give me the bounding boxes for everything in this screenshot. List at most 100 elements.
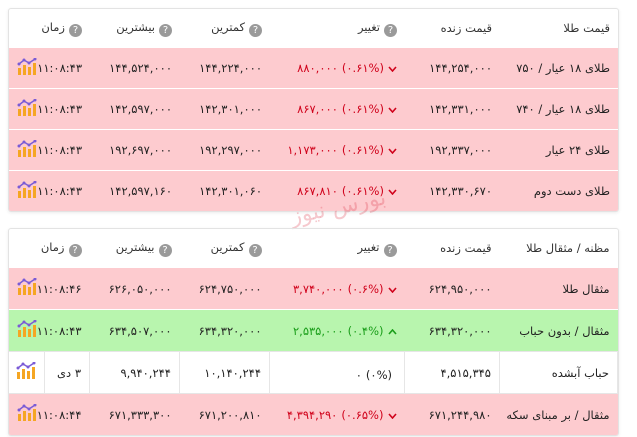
chart-icon[interactable] [9, 393, 45, 435]
header-cell: ?تغییر [270, 229, 405, 268]
cell: ۱۴۲,۵۹۷,۱۶۰ [90, 170, 180, 211]
cell: مثقال / بر مبنای سکه [499, 393, 618, 435]
cell: مثقال / بدون حباب [499, 309, 618, 352]
price-row: حباب آبشده ۴,۵۱۵,۳۴۵ (۰%) ۰ ۱۰,۱۴۰,۲۴۴ ۹,۹۴۰,… [9, 351, 618, 394]
change-value: ۸۶۷,۸۱۰ [297, 184, 338, 198]
change-value: ۰ [355, 367, 362, 382]
table-body: مثقال طلا ۶۲۴,۹۵۰,۰۰۰ (۰.۶%) ۳,۷۴۰,۰۰۰ ۶۲۴,۷… [9, 267, 618, 435]
cell: ۱۱:۰۸:۴۳ [37, 309, 90, 352]
header-cell: مظنه / مثقال طلا [500, 229, 618, 268]
change-cell: (۰.۶۱%) ۸۶۷,۸۱۰ [270, 170, 405, 211]
cell: ۱۱:۰۸:۴۴ [37, 393, 90, 435]
help-icon: ? [69, 23, 82, 37]
cell: ۶۲۴,۷۵۰,۰۰۰ [179, 267, 270, 310]
change-value: ۸۶۷,۰۰۰ [297, 102, 338, 116]
trend-arrow [388, 143, 397, 157]
price-row: مثقال طلا ۶۲۴,۹۵۰,۰۰۰ (۰.۶%) ۳,۷۴۰,۰۰۰ ۶۲۴,۷… [9, 267, 618, 310]
cell: ۶۳۴,۳۲۰,۰۰۰ [404, 309, 500, 352]
help-icon: ? [158, 243, 172, 257]
change-cell: (۰.۶۱%) ۱,۱۷۳,۰۰۰ [270, 129, 405, 171]
price-row: طلای ۲۴ عیار ۱۹۲,۳۳۷,۰۰۰ (۰.۶۱%) ۱,۱۷۳,۰۰۰ ۱… [9, 129, 618, 171]
help-icon: ? [383, 243, 397, 257]
change-percent: (۰.۶۱%) [341, 184, 384, 198]
mesghal-table: مظنه / مثقال طلا قیمت زنده ?تغییر ?کمترین ?ب… [8, 228, 619, 436]
trend-arrow [388, 102, 397, 116]
change: (۰%) ۰ [356, 368, 396, 382]
cell: ۱۱:۰۸:۴۳ [37, 88, 90, 130]
cell: ۱۱:۰۸:۴۶ [37, 267, 90, 310]
cell: طلای ۱۸ عیار / ۷۴۰ [500, 88, 618, 130]
chart-icon[interactable] [9, 47, 45, 89]
table-head: قیمت طلا قیمت زنده ? تغییر ? کمترین ? بیشترین ? ز… [9, 9, 618, 48]
trend-arrow [387, 408, 397, 422]
header-text: کمترین [211, 19, 245, 34]
cell: ۱۱:۰۸:۴۳ [37, 170, 90, 211]
header-text: زمان [40, 239, 65, 254]
help-icon: ? [248, 243, 262, 257]
gold-table: قیمت طلا قیمت زنده ? تغییر ? کمترین ? بیشترین ? ز… [8, 8, 619, 212]
price-row: طلای ۱۸ عیار / ۷۵۰ ۱۴۴,۲۵۴,۰۰۰ (۰.۶۱%) ۸۸۰,… [9, 47, 618, 89]
cell: ۶۲۶,۰۵۰,۰۰۰ [89, 267, 180, 310]
cell: حباب آبشده [499, 351, 618, 394]
header-cell: ? بیشترین [90, 9, 180, 48]
cell: ۱۴۲,۳۳۱,۰۰۰ [405, 88, 500, 130]
cell: ۶۳۴,۵۰۷,۰۰۰ [89, 309, 180, 352]
help-icon: ? [159, 23, 172, 37]
change: (۰.۶۱%) ۱,۱۷۳,۰۰۰ [287, 143, 397, 157]
cell: ۱۴۴,۲۲۴,۰۰۰ [180, 47, 270, 89]
change-value: ۱,۱۷۳,۰۰۰ [287, 143, 338, 157]
cell: ۱۴۲,۳۳۰,۶۷۰ [405, 170, 500, 211]
price-row: طلای ۱۸ عیار / ۷۴۰ ۱۴۲,۳۳۱,۰۰۰ (۰.۶۱%) ۸۶۷,… [9, 88, 618, 130]
table: قیمت طلا قیمت زنده ? تغییر ? کمترین ? بیشترین ? ز… [9, 9, 618, 211]
change-percent: (۰.۶۱%) [341, 143, 384, 157]
change-value: ۸۸۰,۰۰۰ [297, 61, 338, 75]
change: (۰.۶۱%) ۸۶۷,۸۱۰ [297, 184, 397, 198]
cell: ۴,۵۱۵,۳۴۵ [404, 351, 500, 394]
change-percent: (۰.۶۵%) [341, 407, 384, 422]
chart-icon[interactable] [9, 267, 45, 310]
chart-icon[interactable] [9, 170, 45, 211]
change-cell: (۰.۶۱%) ۸۸۰,۰۰۰ [270, 47, 405, 89]
header-text: بیشترین [115, 239, 155, 254]
header-text: قیمت طلا [563, 21, 610, 35]
header-text: بیشترین [116, 19, 155, 34]
header-cell: قیمت زنده [405, 229, 500, 268]
change-cell: (۰%) ۰ [269, 351, 405, 394]
trend-arrow [388, 61, 397, 75]
cell: ۱۴۴,۲۵۴,۰۰۰ [405, 47, 500, 89]
cell: طلای دست دوم [500, 170, 618, 211]
header-cell: قیمت طلا [500, 9, 618, 48]
change: (۰.۴%) ۲,۵۳۵,۰۰۰ [293, 324, 397, 338]
header-text: زمان [41, 19, 65, 34]
chart-icon[interactable] [9, 309, 45, 352]
header-cell: قیمت زنده [405, 9, 500, 48]
price-row: طلای دست دوم ۱۴۲,۳۳۰,۶۷۰ (۰.۶۱%) ۸۶۷,۸۱۰ ۱۴۲… [9, 170, 618, 211]
change-cell: (۰.۶%) ۳,۷۴۰,۰۰۰ [269, 267, 405, 310]
cell: ۱۴۴,۵۲۴,۰۰۰ [90, 47, 180, 89]
change: (۰.۶۱%) ۸۸۰,۰۰۰ [297, 61, 397, 75]
change-cell: (۰.۴%) ۲,۵۳۵,۰۰۰ [269, 309, 405, 352]
change: (۰.۶۵%) ۴,۳۹۴,۲۹۰ [287, 408, 397, 422]
change-cell: (۰.۶۵%) ۴,۳۹۴,۲۹۰ [269, 393, 405, 435]
change-value: ۲,۵۳۵,۰۰۰ [293, 323, 344, 338]
chart-icon[interactable] [9, 129, 45, 171]
help-icon: ? [249, 23, 262, 37]
change-value: ۳,۷۴۰,۰۰۰ [293, 281, 344, 296]
header-text: قیمت زنده [440, 241, 492, 255]
change-percent: (۰.۶%) [347, 281, 384, 296]
table-body: طلای ۱۸ عیار / ۷۵۰ ۱۴۴,۲۵۴,۰۰۰ (۰.۶۱%) ۸۸۰,… [9, 47, 618, 211]
cell: ۱۰,۱۴۰,۲۴۴ [179, 351, 270, 394]
change-percent: (۰.۶۱%) [341, 102, 384, 116]
chart-icon[interactable] [9, 88, 45, 130]
header-text: تغییر [357, 19, 380, 34]
cell: ۱۹۲,۶۹۷,۰۰۰ [90, 129, 180, 171]
header-text: مظنه / مثقال طلا [526, 241, 610, 255]
cell: ۶۳۴,۳۲۰,۰۰۰ [179, 309, 270, 352]
change-percent: (۰.۴%) [347, 323, 384, 338]
header-cell: ?تغییر [270, 9, 405, 48]
cell: ۱۹۲,۳۳۷,۰۰۰ [405, 129, 500, 171]
chart-icon[interactable] [9, 351, 45, 394]
cell: ۱۱:۰۸:۴۳ [37, 129, 90, 171]
table: مظنه / مثقال طلا قیمت زنده ?تغییر ?کمترین ?ب… [9, 229, 618, 435]
